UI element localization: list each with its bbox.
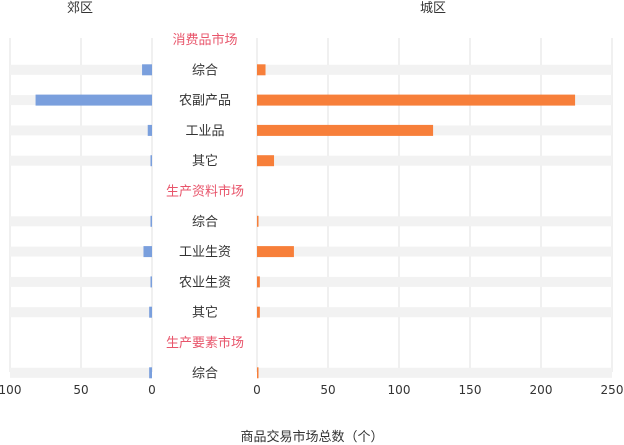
left-bar — [150, 155, 152, 167]
left-bar — [150, 276, 152, 288]
right-panel-title: 城区 — [420, 1, 446, 16]
right-row-band — [257, 155, 612, 166]
category-label: 农副产品 — [179, 94, 231, 109]
right-bar — [257, 155, 275, 167]
label-layer: 100 50 0 0 50 100 150 200 250消费品市场综合农副产品工业品其它生产资… — [0, 32, 623, 397]
left-x-tick-label: 100 — [0, 383, 21, 397]
right-x-tick-label: 100 — [388, 383, 411, 397]
left-row-band — [10, 246, 152, 257]
section-label: 生产要素市场 — [166, 335, 244, 351]
section-label: 生产资料市场 — [166, 184, 244, 200]
category-label: 工业生资 — [179, 245, 231, 260]
left-row-band — [10, 64, 152, 75]
left-row-band — [10, 276, 152, 287]
right-row-band — [257, 216, 612, 227]
right-row-band — [257, 64, 612, 75]
right-row-band — [257, 307, 612, 318]
grid-layer — [9, 38, 613, 372]
left-bar — [142, 64, 152, 76]
right-row-band — [257, 125, 612, 136]
right-x-tick-label: 150 — [459, 383, 482, 397]
section-label: 消费品市场 — [172, 32, 237, 48]
category-label: 综合 — [192, 366, 218, 381]
right-bar — [257, 276, 260, 288]
left-row-band — [10, 216, 152, 227]
category-label: 综合 — [192, 215, 218, 230]
right-bar — [257, 367, 259, 379]
right-x-tick-label: 50 — [320, 383, 335, 397]
bar-layer — [35, 64, 576, 379]
left-bar — [147, 124, 152, 136]
left-bar — [149, 367, 152, 379]
category-label: 综合 — [192, 63, 218, 78]
left-panel-title: 郊区 — [67, 0, 93, 16]
left-x-tick-label: 50 — [73, 383, 88, 397]
right-x-tick-label: 0 — [253, 383, 261, 397]
right-row-band — [257, 367, 612, 378]
left-bar — [143, 246, 152, 258]
right-bar — [257, 306, 260, 318]
right-x-tick-label: 250 — [601, 383, 624, 397]
left-row-band — [10, 367, 152, 378]
right-row-band — [257, 246, 612, 257]
left-row-band — [10, 125, 152, 136]
x-axis-title: 商品交易市场总数（个） — [240, 429, 383, 445]
category-label: 其它 — [192, 305, 218, 321]
left-row-band — [10, 155, 152, 166]
category-label: 农业生资 — [179, 275, 231, 290]
category-label: 工业品 — [185, 124, 224, 139]
right-bar — [257, 64, 266, 76]
band-layer — [10, 64, 612, 378]
left-x-tick-label: 0 — [148, 383, 156, 397]
category-label: 其它 — [192, 153, 218, 169]
left-bar — [150, 215, 152, 227]
right-x-tick-label: 200 — [530, 383, 553, 397]
left-row-band — [10, 307, 152, 318]
right-bar — [257, 246, 294, 258]
right-bar — [257, 124, 434, 136]
right-bar — [257, 94, 576, 106]
left-bar — [35, 94, 153, 106]
left-bar — [149, 306, 152, 318]
right-row-band — [257, 276, 612, 287]
right-bar — [257, 215, 259, 227]
